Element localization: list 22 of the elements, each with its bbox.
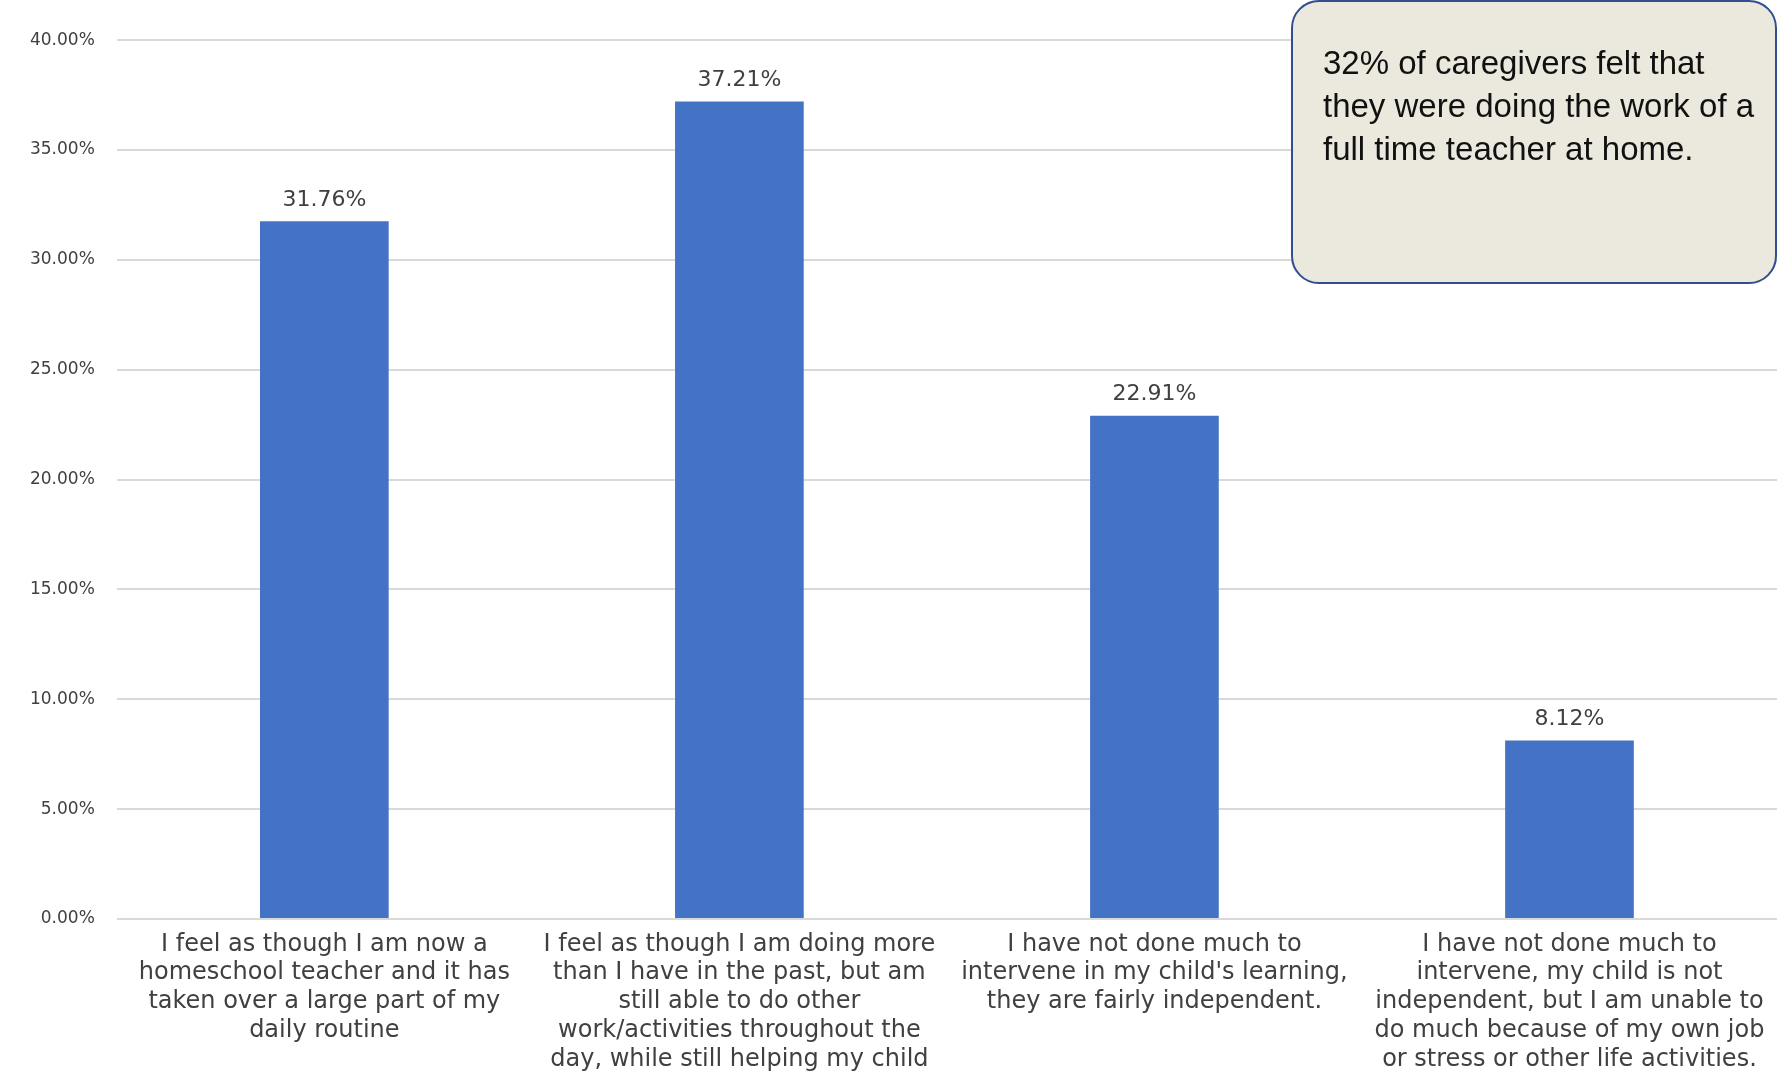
bar (675, 101, 804, 918)
data-label: 8.12% (1534, 705, 1605, 731)
y-tick-label: 25.00% (29, 358, 95, 379)
data-label: 37.21% (697, 66, 782, 92)
bar (1505, 740, 1634, 918)
x-tick-label: I feel as though I am doing more than I have in the past, but am still able to do other work/activities throughout the day, while still helping my child (543, 928, 936, 1072)
y-tick-label: 5.00% (40, 797, 95, 818)
y-tick-label: 20.00% (29, 468, 95, 489)
bar (260, 221, 389, 918)
x-tick-label: I feel as though I am now a homeschool teacher and it has taken over a large part of my daily routine (138, 928, 510, 1044)
data-label: 22.91% (1112, 380, 1197, 406)
y-tick-label: 35.00% (29, 138, 95, 159)
x-tick-label: I have not done much to intervene in my child's learning, they are fairly independent. (961, 928, 1348, 1015)
x-tick-label: I have not done much to intervene, my child is not independent, but I am unable to do much because of my own job or stress or other life activities. (1374, 928, 1765, 1072)
data-label: 31.76% (282, 185, 367, 211)
callout-box: 32% of caregivers felt that they were doing the work of a full time teacher at home. (1291, 0, 1777, 284)
y-tick-label: 30.00% (29, 248, 95, 269)
y-tick-label: 40.00% (29, 28, 95, 49)
bar (1090, 415, 1219, 918)
y-tick-label: 10.00% (29, 687, 95, 708)
y-tick-label: 0.00% (40, 907, 95, 928)
y-tick-label: 15.00% (29, 577, 95, 598)
